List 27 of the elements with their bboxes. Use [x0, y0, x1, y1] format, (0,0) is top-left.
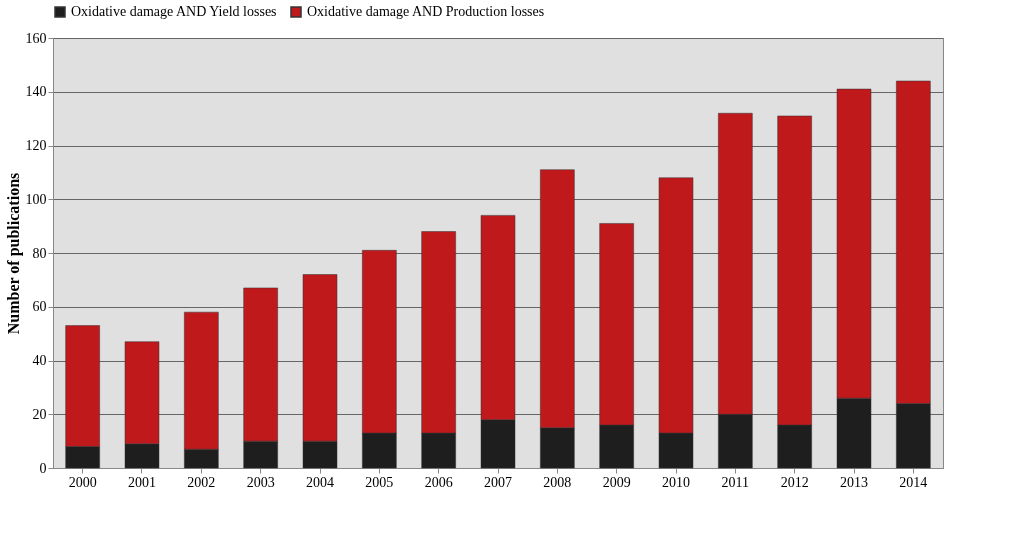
- x-tick-label: 2005: [365, 474, 394, 490]
- legend-label: Oxidative damage AND Production losses: [307, 4, 545, 19]
- x-tick-label: 2002: [187, 474, 216, 490]
- y-tick-label: 20: [32, 406, 47, 422]
- x-tick-label: 2008: [543, 474, 572, 490]
- x-tick-label: 2001: [128, 474, 156, 490]
- x-tick-label: 2012: [780, 474, 809, 490]
- x-tick-label: 2006: [424, 474, 453, 490]
- x-tick-label: 2014: [899, 474, 928, 490]
- y-tick-label: 100: [25, 191, 47, 207]
- x-tick-label: 2010: [662, 474, 690, 490]
- y-tick-label: 160: [25, 30, 47, 46]
- x-tick-label: 2013: [840, 474, 868, 490]
- y-tick-label: 0: [39, 460, 47, 476]
- x-tick-label: 2000: [68, 474, 97, 490]
- y-tick-label: 120: [25, 138, 47, 153]
- x-tick-label: 2003: [246, 474, 275, 490]
- x-tick-label: 2009: [602, 474, 631, 490]
- y-tick-label: 60: [32, 299, 47, 315]
- legend-label: Oxidative damage AND Yield losses: [71, 4, 277, 19]
- x-tick-label: 2011: [721, 474, 750, 490]
- y-tick-label: 80: [32, 245, 47, 261]
- x-tick-label: 2007: [484, 474, 512, 490]
- y-axis-title: Number of publications: [4, 172, 23, 335]
- x-tick-label: 2004: [306, 474, 334, 490]
- y-tick-label: 140: [25, 84, 47, 100]
- y-tick-label: 40: [32, 353, 47, 368]
